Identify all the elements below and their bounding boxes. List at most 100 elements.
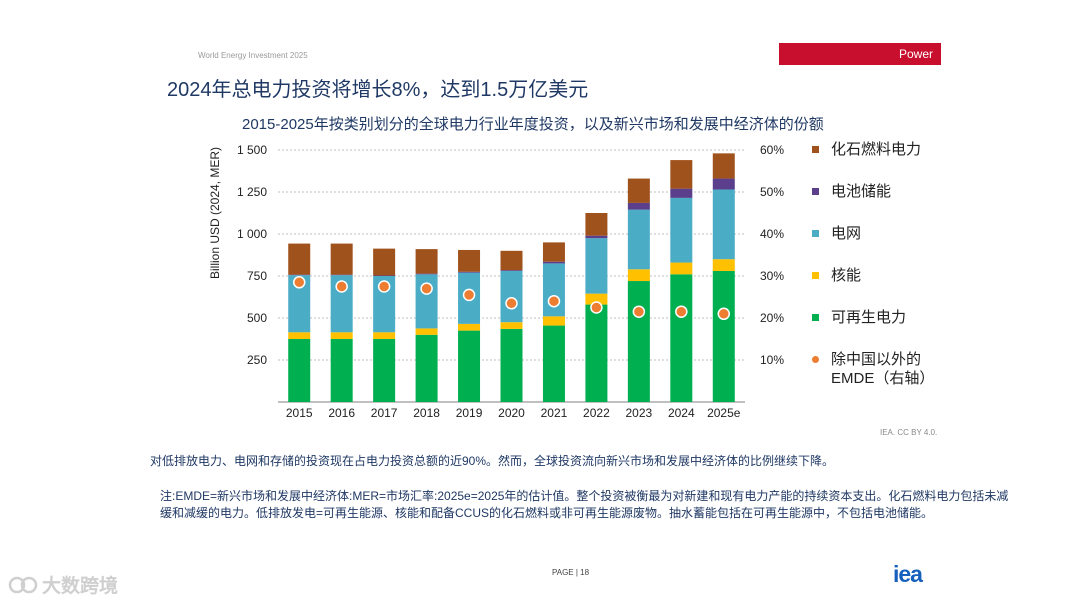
bar-segment [627, 209, 650, 270]
credit-text: IEA. CC BY 4.0. [880, 428, 938, 437]
legend-marker [812, 314, 819, 321]
bars [288, 153, 735, 402]
bar-segment [458, 330, 481, 402]
y-tick-label: 500 [247, 311, 267, 325]
bar-segment [330, 274, 353, 276]
bar-segment [500, 322, 523, 329]
y2-tick-label: 60% [760, 143, 784, 157]
x-tick-label: 2015 [286, 406, 313, 420]
bar-segment [373, 276, 396, 333]
bar-segment [288, 332, 311, 339]
legend-item: 核能 [812, 266, 861, 285]
bar-segment [500, 250, 523, 271]
legend-label: 除中国以外的 EMDE（右轴） [831, 351, 935, 387]
legend-marker [812, 272, 819, 279]
bar-segment [542, 242, 565, 262]
bar-segment [415, 328, 438, 335]
emde-point [632, 305, 646, 318]
bar-segment [627, 281, 650, 402]
y-axis-ticks: 250 500 750 1 000 1 250 1 500 [237, 143, 267, 367]
x-tick-label: 2025e [707, 406, 741, 420]
legend-item: 化石燃料电力 [812, 140, 921, 159]
x-axis-ticks: 2015 2016 2017 2018 2019 2020 2021 2022 2023 2024… [286, 406, 741, 420]
bar-segment [330, 332, 353, 339]
bar-segment [373, 248, 396, 276]
bar-segment [458, 323, 481, 331]
legend-item: 可再生电力 [812, 308, 906, 327]
bar-segment [670, 188, 693, 198]
bar-segment [373, 332, 396, 339]
x-tick-label: 2020 [498, 406, 525, 420]
bar-segment [415, 273, 438, 275]
bar-segment [670, 197, 693, 263]
bar-segment [585, 238, 608, 294]
bar-segment [458, 249, 481, 272]
legend-label: 化石燃料电力 [831, 141, 922, 158]
chart-subtitle: 2015-2025年按类别划分的全球电力行业年度投资，以及新兴市场和发展中经济体… [242, 116, 824, 133]
x-tick-label: 2023 [626, 406, 653, 420]
y2-axis-ticks: 10% 20% 30% 40% 50% 60% [760, 143, 784, 367]
bar-segment [712, 178, 735, 190]
bar-segment [627, 269, 650, 282]
x-tick-label: 2022 [583, 406, 610, 420]
bar-segment [500, 328, 523, 402]
iea-logo: iea [893, 561, 923, 587]
bar-segment [500, 270, 523, 323]
bar-segment [627, 178, 650, 203]
bar-segment [288, 339, 311, 402]
x-tick-label: 2016 [328, 406, 355, 420]
bar-segment [585, 213, 608, 236]
emde-point [335, 280, 348, 293]
key-message: 对低排放电力、电网和存储的投资现在占电力投资总额的近90%。然而，全球投资流向新… [150, 454, 835, 468]
emde-point [717, 307, 731, 321]
bar-segment [330, 243, 353, 275]
legend-label: 核能 [831, 267, 862, 284]
emde-point [505, 297, 518, 310]
y2-tick-label: 10% [760, 353, 784, 367]
legend-item: 电网 [812, 224, 861, 243]
y2-tick-label: 40% [760, 227, 784, 241]
bar-segment [458, 271, 481, 273]
watermark-logo-icon [8, 576, 38, 593]
y-tick-label: 1 500 [237, 143, 267, 157]
emde-point [547, 294, 561, 308]
emde-point [462, 288, 476, 302]
bar-segment [585, 304, 608, 402]
bar-segment [415, 334, 438, 402]
section-tag: Power [779, 43, 941, 65]
bar-segment [585, 235, 608, 239]
y-tick-label: 1 000 [237, 227, 267, 241]
emde-points [292, 276, 731, 321]
bar-segment [288, 274, 311, 276]
y-tick-label: 250 [247, 353, 267, 367]
y2-tick-label: 30% [760, 269, 784, 283]
y-tick-label: 750 [247, 269, 267, 283]
legend-label: 电网 [831, 225, 862, 242]
legend-marker [812, 230, 819, 237]
bar-segment [712, 189, 735, 260]
legend-marker [812, 188, 819, 195]
x-tick-label: 2017 [371, 406, 398, 420]
emde-point [292, 276, 306, 289]
bar-segment [373, 339, 396, 402]
x-tick-label: 2021 [541, 406, 568, 420]
x-tick-label: 2024 [668, 406, 695, 420]
y2-tick-label: 50% [760, 185, 784, 199]
emde-point [420, 282, 433, 295]
bar-segment [585, 293, 608, 305]
bar-segment [542, 261, 565, 264]
page-title: 2024年总电力投资将增长8%，达到1.5万亿美元 [167, 79, 589, 101]
y-tick-label: 1 250 [237, 185, 267, 199]
page-number: PAGE | 18 [552, 568, 590, 577]
watermark: 大数跨境 [8, 571, 118, 598]
bar-segment [542, 325, 565, 402]
emde-point [675, 305, 688, 318]
report-name: World Energy Investment 2025 [198, 51, 308, 60]
bar-segment [542, 316, 565, 326]
bar-segment [288, 243, 311, 275]
emde-point [590, 301, 603, 314]
x-tick-label: 2019 [456, 406, 483, 420]
bar-segment [712, 270, 735, 402]
bar-segment [415, 249, 438, 274]
